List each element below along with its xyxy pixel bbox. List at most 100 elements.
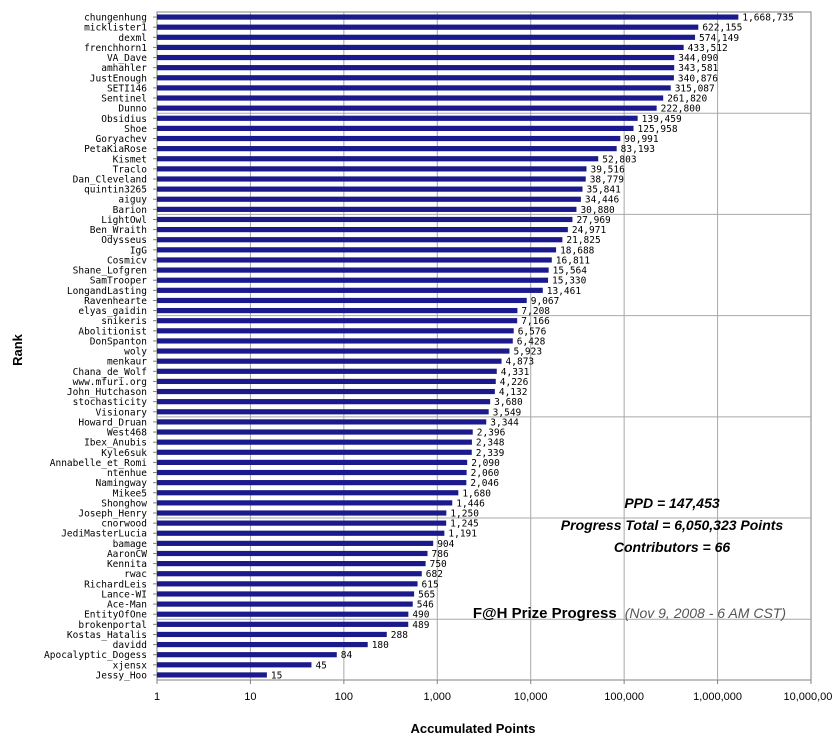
category-label: Cosmicv [107, 255, 147, 266]
bar [157, 459, 468, 465]
value-label: 125,958 [638, 124, 678, 135]
category-label: frenchhorn1 [84, 43, 147, 54]
bar [157, 34, 696, 40]
value-label: 574,149 [699, 33, 739, 44]
value-label: 139,459 [642, 114, 682, 125]
bar [157, 429, 473, 435]
value-label: 489 [412, 620, 429, 631]
category-label: West468 [107, 428, 147, 439]
x-tick-label: 1 [154, 691, 160, 703]
category-label: VA_Dave [107, 53, 147, 64]
value-label: 546 [417, 600, 434, 611]
bar [157, 378, 496, 385]
bar [157, 449, 472, 455]
bar [157, 176, 586, 182]
category-label: Ben_Wraith [90, 225, 147, 236]
bar [157, 65, 675, 71]
category-label: dexml [118, 33, 147, 44]
value-label: 6,428 [517, 336, 546, 347]
bar [157, 520, 447, 526]
value-label: 565 [418, 589, 435, 600]
value-label: 904 [437, 539, 454, 550]
value-label: 222,800 [661, 104, 701, 115]
bar [157, 631, 387, 638]
bar [157, 227, 568, 233]
category-label: Namingway [96, 478, 148, 489]
x-tick-label: 10 [244, 691, 256, 703]
value-label: 1,250 [450, 509, 479, 520]
category-label: EntityOfOne [84, 610, 147, 621]
category-label: Barion [113, 205, 147, 216]
bar [157, 571, 422, 577]
bar [157, 115, 638, 121]
value-label: 13,461 [547, 286, 582, 297]
category-label: davidd [113, 640, 147, 651]
category-label: Apocalyptic_Dogess [44, 650, 147, 661]
value-label: 27,969 [576, 215, 611, 226]
category-label: Mikee5 [113, 488, 147, 499]
category-label: Howard_Druan [78, 417, 147, 428]
bar [157, 287, 543, 293]
category-label: DonSpanton [90, 336, 147, 347]
bar [157, 601, 413, 607]
category-label: Goryachev [96, 134, 148, 145]
bar [157, 146, 617, 152]
category-label: Sentinel [101, 94, 147, 105]
bar [157, 257, 552, 263]
category-label: Joseph_Henry [78, 509, 147, 520]
category-label: bamage [113, 539, 148, 550]
bar [157, 54, 675, 61]
category-label: Dan_Cleveland [73, 175, 147, 186]
value-label: 38,779 [590, 175, 625, 186]
value-label: 15 [271, 670, 282, 681]
bar [157, 672, 267, 678]
category-label: Annabelle_et_Romi [50, 458, 148, 469]
bar [157, 419, 487, 425]
category-label: LongandLasting [67, 286, 147, 297]
bar [157, 196, 581, 202]
category-label: Kostas_Hatalis [67, 630, 147, 641]
bar [157, 105, 657, 111]
x-tick-label: 100,000 [604, 691, 644, 703]
value-label: 24,971 [572, 225, 607, 236]
bar [157, 469, 467, 476]
bar [157, 550, 428, 557]
value-label: 490 [412, 610, 429, 621]
bar [157, 186, 583, 192]
bar [157, 500, 453, 506]
value-label: 622,155 [702, 23, 742, 34]
value-label: 3,680 [494, 397, 523, 408]
bar [157, 490, 459, 496]
value-label: 6,576 [518, 326, 547, 337]
value-label: 682 [426, 569, 443, 580]
bar [157, 95, 664, 101]
value-label: 2,348 [476, 438, 505, 449]
bar [157, 388, 495, 395]
category-label: Obsidius [101, 114, 147, 125]
category-label: stochasticity [73, 397, 148, 408]
bar [157, 135, 621, 142]
value-label: 1,191 [448, 529, 477, 540]
value-label: 315,087 [675, 83, 715, 94]
value-label: 615 [422, 579, 439, 590]
value-label: 4,331 [501, 367, 530, 378]
category-labels: chungenhungmicklister1dexmlfrenchhorn1VA… [44, 13, 157, 681]
bar [157, 399, 491, 405]
bar [157, 621, 409, 627]
category-label: JustEnough [90, 73, 147, 84]
value-label: 30,880 [580, 205, 615, 216]
category-label: rwac [124, 569, 147, 580]
category-label: Kyle6suk [101, 448, 147, 459]
bar [157, 44, 684, 51]
contributors-annotation: Contributors = 66 [614, 539, 731, 555]
category-label: ntenhue [107, 468, 147, 479]
chart-title-sub: (Nov 9, 2008 - 6 AM CST) [625, 605, 786, 621]
value-label: 7,166 [521, 316, 550, 327]
value-label: 90,991 [624, 134, 659, 145]
bar [157, 328, 514, 334]
bar [157, 480, 467, 486]
value-label: 2,396 [477, 428, 506, 439]
bar [157, 277, 549, 283]
bar [157, 641, 368, 648]
